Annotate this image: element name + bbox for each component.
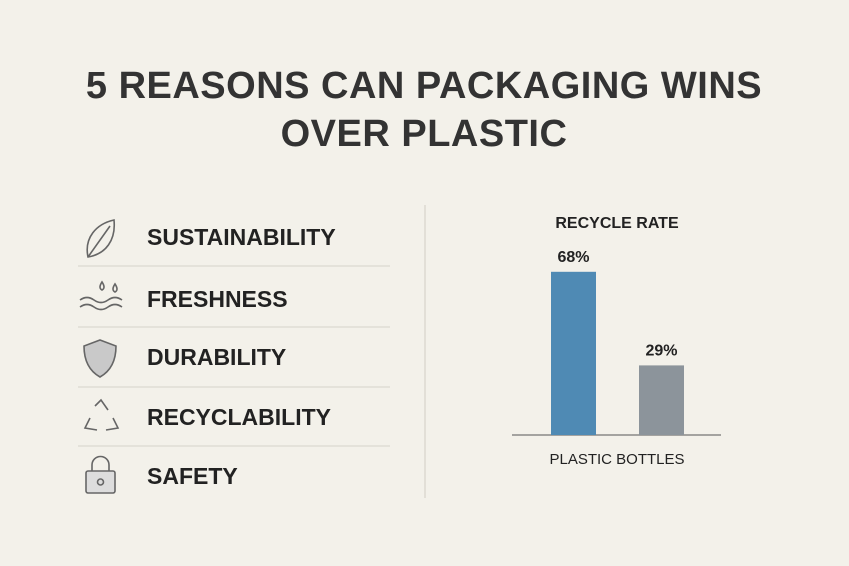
- bar: [551, 271, 596, 435]
- reason-label: SUSTAINABILITY: [147, 224, 336, 250]
- reason-label: DURABILITY: [147, 344, 286, 370]
- lock-icon: [85, 455, 116, 494]
- reason-label: FRESHNESS: [147, 286, 288, 312]
- leaf-icon: [86, 219, 115, 258]
- recycle-icon: [83, 398, 120, 431]
- value-label: 68%: [557, 249, 589, 266]
- shield-icon: [83, 339, 117, 378]
- water-icon: [79, 280, 123, 311]
- value-label: 29%: [645, 343, 677, 360]
- reason-label: SAFETY: [147, 463, 238, 489]
- separators: [78, 265, 390, 447]
- chart-title: RECYCLE RATE: [555, 215, 679, 232]
- title: 5 REASONS CAN PACKAGING WINS OVER PLASTI…: [85, 65, 763, 155]
- x-axis-label: PLASTIC BOTTLES: [549, 451, 684, 468]
- reason-label: RECYCLABILITY: [147, 404, 331, 430]
- bar: [639, 365, 684, 435]
